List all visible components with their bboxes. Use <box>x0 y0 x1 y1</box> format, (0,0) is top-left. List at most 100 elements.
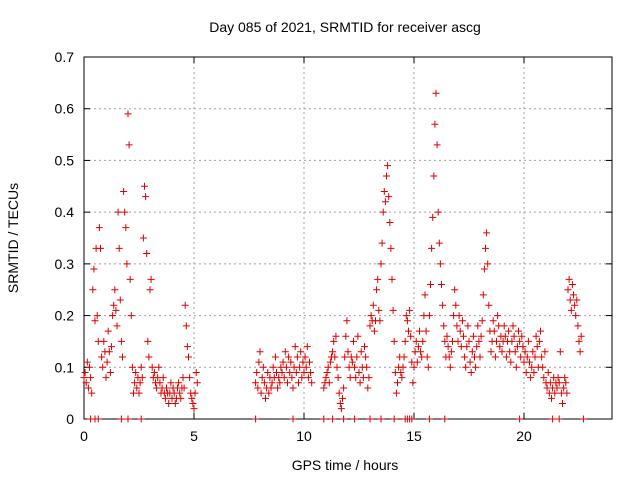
data-point <box>189 399 197 407</box>
data-point <box>81 368 89 376</box>
data-point <box>398 374 406 382</box>
data-point <box>410 363 418 371</box>
data-point <box>142 193 150 201</box>
data-point <box>291 343 299 351</box>
data-point <box>95 224 103 232</box>
data-point <box>466 358 474 366</box>
data-point <box>350 337 357 345</box>
y-tick-label: 0.5 <box>55 152 75 168</box>
data-point <box>518 332 526 340</box>
x-tick-label: 5 <box>190 428 198 444</box>
data-point <box>422 327 430 335</box>
baseline-point <box>340 415 348 423</box>
data-point <box>99 363 107 371</box>
data-point <box>548 394 555 402</box>
data-point <box>519 343 527 351</box>
data-point <box>185 353 192 361</box>
data-point <box>141 182 148 190</box>
data-point <box>97 244 104 252</box>
baseline-point <box>117 415 125 423</box>
data-point <box>502 353 510 361</box>
data-point <box>540 374 548 382</box>
data-point <box>333 363 341 371</box>
data-point <box>424 363 432 371</box>
data-points <box>80 89 587 423</box>
data-point <box>191 389 199 397</box>
data-point <box>370 327 378 335</box>
data-point <box>320 384 328 392</box>
data-point <box>297 348 305 356</box>
data-point <box>121 208 129 216</box>
data-point <box>417 348 425 356</box>
data-point <box>477 332 485 340</box>
data-point <box>392 389 400 397</box>
data-point <box>479 291 487 299</box>
data-point <box>397 368 405 376</box>
data-point <box>516 337 524 345</box>
baseline-point <box>425 415 433 423</box>
data-point <box>267 384 275 392</box>
chart-title: Day 085 of 2021, SRMTID for receiver asc… <box>209 19 481 35</box>
data-point <box>561 374 569 382</box>
data-point <box>394 379 401 387</box>
data-point <box>188 394 196 402</box>
data-point <box>128 363 136 371</box>
data-point <box>532 332 540 340</box>
data-point <box>469 332 477 340</box>
data-point <box>303 343 311 351</box>
data-point <box>127 312 135 320</box>
baseline-point <box>579 415 587 423</box>
baseline-point <box>366 415 374 423</box>
data-point <box>335 389 343 397</box>
data-point <box>190 405 198 413</box>
data-point <box>145 353 153 361</box>
data-point <box>482 244 489 252</box>
data-point <box>555 379 563 387</box>
data-point <box>406 306 414 314</box>
data-point <box>453 322 461 330</box>
x-tick-label: 20 <box>516 428 532 444</box>
data-point <box>259 363 267 371</box>
data-point <box>281 348 289 356</box>
data-point <box>355 368 363 376</box>
data-point <box>90 265 98 273</box>
data-point <box>425 312 433 320</box>
data-point <box>136 379 144 387</box>
data-point <box>357 348 365 356</box>
data-point <box>287 358 295 366</box>
data-point <box>88 389 96 397</box>
baseline-point <box>94 415 102 423</box>
data-point <box>427 281 434 289</box>
baseline-point <box>320 415 328 423</box>
baseline-point <box>549 415 557 423</box>
data-point <box>564 286 572 294</box>
data-point <box>176 389 184 397</box>
data-point <box>400 353 408 361</box>
data-point <box>496 343 504 351</box>
grid <box>84 57 612 419</box>
data-point <box>367 312 375 320</box>
data-point <box>124 110 132 118</box>
data-point <box>343 317 351 325</box>
data-point <box>307 368 315 376</box>
data-point <box>126 275 134 283</box>
data-point <box>498 348 506 356</box>
data-point <box>341 353 349 361</box>
data-point <box>143 250 151 258</box>
data-point <box>494 312 502 320</box>
data-point <box>384 162 392 170</box>
data-point <box>476 353 484 361</box>
data-point <box>522 368 530 376</box>
data-point <box>385 193 393 201</box>
data-point <box>533 343 541 351</box>
data-point <box>254 384 262 392</box>
data-point <box>276 379 284 387</box>
baseline-point <box>124 415 132 423</box>
data-point <box>293 353 301 361</box>
data-point <box>344 348 352 356</box>
data-point <box>331 353 339 361</box>
data-point <box>531 353 539 361</box>
data-point <box>108 343 115 351</box>
data-point <box>501 332 509 340</box>
data-point <box>444 343 452 351</box>
